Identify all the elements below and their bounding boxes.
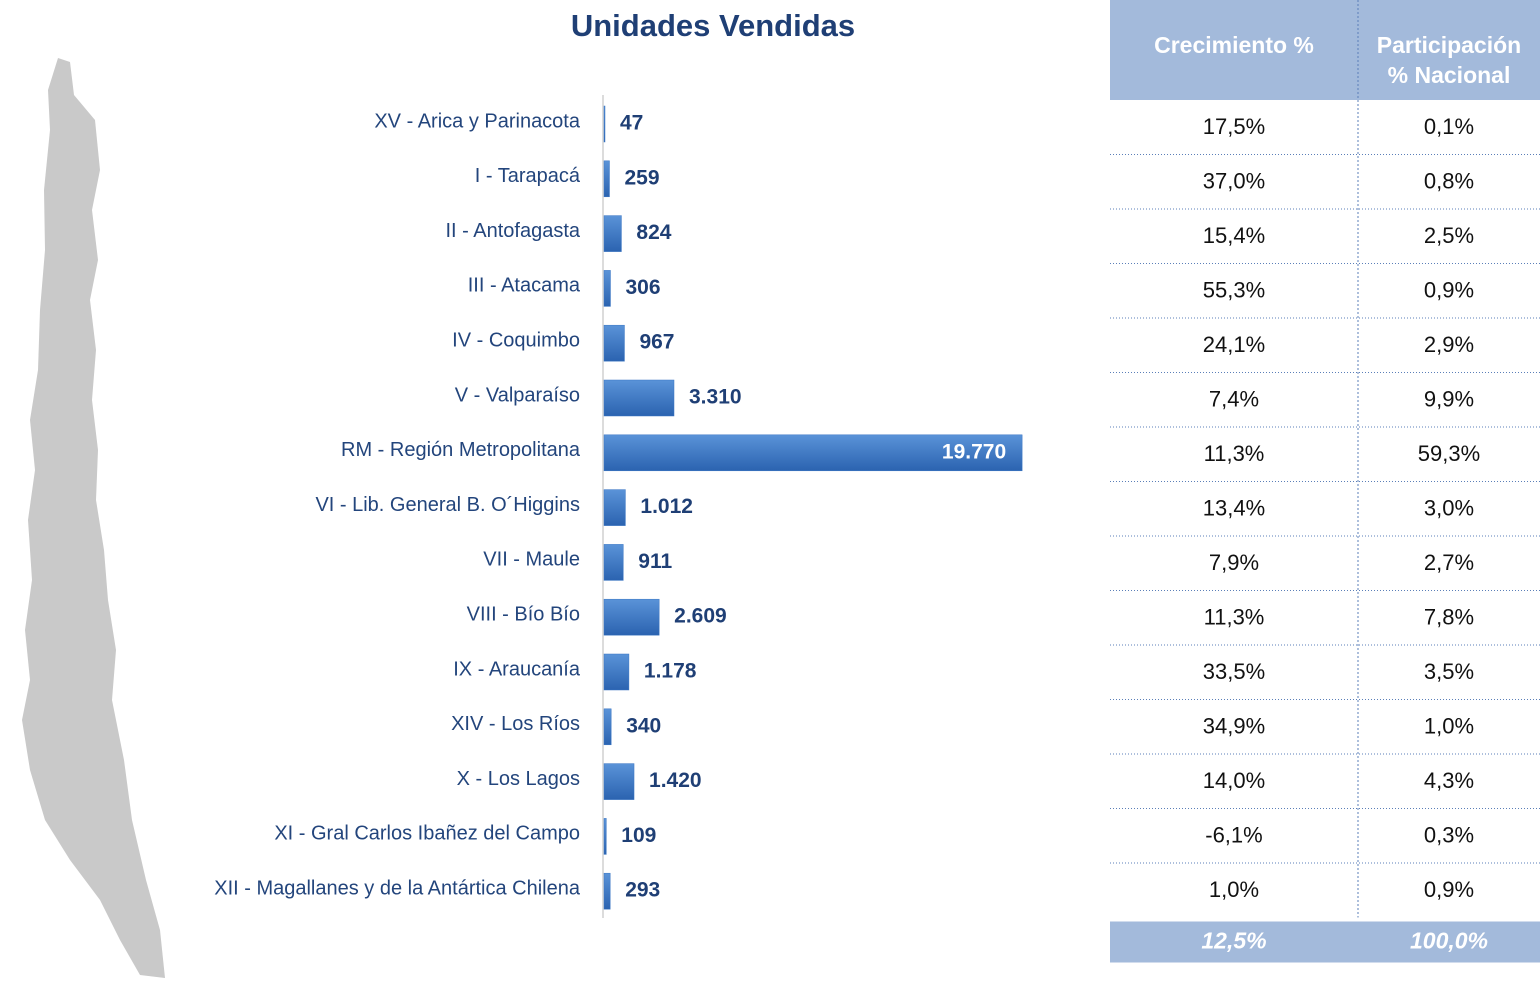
cell-text: 7,9% xyxy=(1209,550,1259,575)
cell-text: 2,5% xyxy=(1424,223,1474,248)
bar xyxy=(603,434,1023,472)
bar xyxy=(603,598,660,636)
category-label: V - Valparaíso xyxy=(455,384,580,406)
value-label: 306 xyxy=(625,276,660,299)
chart-title: Unidades Vendidas xyxy=(571,8,855,43)
bar xyxy=(603,160,610,198)
bar xyxy=(603,270,611,307)
cell-text: 13,4% xyxy=(1203,496,1265,521)
bar xyxy=(603,215,622,252)
table-header xyxy=(1110,0,1540,100)
cell-text: 0,3% xyxy=(1424,823,1474,848)
category-label: XIV - Los Ríos xyxy=(451,713,580,735)
value-label: 293 xyxy=(625,879,660,902)
value-label: 1.012 xyxy=(640,495,693,518)
value-label: 340 xyxy=(626,714,661,737)
map-silhouette xyxy=(22,58,165,978)
category-label: IX - Araucanía xyxy=(453,658,581,680)
cell-text: 14,0% xyxy=(1203,768,1265,793)
cell-text: 2,7% xyxy=(1424,550,1474,575)
cell-text: 59,3% xyxy=(1418,441,1480,466)
value-label: 47 xyxy=(620,112,643,135)
value-label: 911 xyxy=(638,550,672,573)
cell-text: 3,5% xyxy=(1424,659,1474,684)
value-label: 109 xyxy=(621,824,656,847)
cell-text: -6,1% xyxy=(1205,823,1262,848)
bar xyxy=(603,818,607,855)
bar xyxy=(603,489,626,526)
bar xyxy=(603,324,625,362)
value-label: 967 xyxy=(639,331,674,354)
cell-text: 24,1% xyxy=(1203,332,1265,357)
cell-text: 9,9% xyxy=(1424,387,1474,412)
cell-text: 55,3% xyxy=(1203,278,1265,303)
category-label: VII - Maule xyxy=(483,549,580,571)
category-label: RM - Región Metropolitana xyxy=(341,439,581,461)
cell-text: 34,9% xyxy=(1203,714,1265,739)
header-text: % Nacional xyxy=(1388,62,1511,88)
category-label: XII - Magallanes y de la Antártica Chile… xyxy=(214,877,581,899)
cell-text: 15,4% xyxy=(1203,223,1265,248)
total-text: 12,5% xyxy=(1201,928,1266,954)
bar xyxy=(603,763,635,800)
category-label: VI - Lib. General B. O´Higgins xyxy=(315,494,580,516)
cell-text: 0,1% xyxy=(1424,114,1474,139)
cell-text: 37,0% xyxy=(1203,169,1265,194)
header-text: Crecimiento % xyxy=(1154,32,1314,58)
bar xyxy=(603,653,630,691)
bar xyxy=(603,872,611,910)
category-label: XV - Arica y Parinacota xyxy=(374,110,581,132)
cell-text: 1,0% xyxy=(1424,714,1474,739)
cell-text: 7,4% xyxy=(1209,387,1259,412)
cell-text: 0,9% xyxy=(1424,877,1474,902)
cell-text: 7,8% xyxy=(1424,605,1474,630)
header-text: Participación xyxy=(1377,32,1521,58)
cell-text: 11,3% xyxy=(1204,605,1265,630)
category-label: VIII - Bío Bío xyxy=(467,603,580,625)
cell-text: 0,8% xyxy=(1424,169,1474,194)
bar xyxy=(603,544,624,581)
total-text: 100,0% xyxy=(1410,928,1488,954)
bar xyxy=(603,105,606,143)
category-label: I - Tarapacá xyxy=(475,165,581,187)
value-label: 259 xyxy=(624,166,659,189)
value-label: 19.770 xyxy=(942,440,1006,463)
cell-text: 4,3% xyxy=(1424,768,1474,793)
cell-text: 33,5% xyxy=(1203,659,1265,684)
cell-text: 2,9% xyxy=(1424,332,1474,357)
category-label: III - Atacama xyxy=(468,275,581,297)
bar xyxy=(603,708,612,746)
cell-text: 11,3% xyxy=(1204,441,1265,466)
total-row xyxy=(1110,921,1540,963)
value-label: 1.420 xyxy=(649,769,702,792)
value-label: 1.178 xyxy=(644,660,697,683)
category-label: X - Los Lagos xyxy=(457,768,580,790)
cell-text: 1,0% xyxy=(1209,877,1259,902)
bar xyxy=(603,379,675,417)
cell-text: 17,5% xyxy=(1203,114,1265,139)
value-label: 3.310 xyxy=(689,386,742,409)
cell-text: 3,0% xyxy=(1424,496,1474,521)
cell-text: 0,9% xyxy=(1424,278,1474,303)
value-label: 2.609 xyxy=(674,605,727,628)
category-label: XI - Gral Carlos Ibañez del Campo xyxy=(274,823,580,845)
category-label: II - Antofagasta xyxy=(445,220,580,242)
value-label: 824 xyxy=(636,221,671,244)
category-label: IV - Coquimbo xyxy=(452,329,580,351)
